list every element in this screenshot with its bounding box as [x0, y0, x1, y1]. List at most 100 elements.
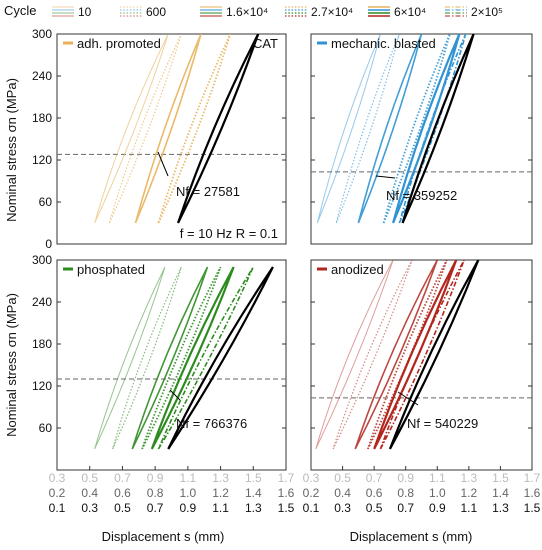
x-tick-label: 0.1 [303, 501, 320, 515]
legend-label: 1.6×10⁴ [226, 5, 268, 19]
hysteresis-loop [94, 34, 169, 224]
x-tick-label: 1.3 [212, 471, 229, 485]
hysteresis-loop [131, 266, 209, 450]
hysteresis-loop [94, 266, 166, 450]
hysteresis-loop [357, 34, 423, 224]
plot-frame [310, 259, 533, 471]
y-tick-label: 60 [39, 421, 53, 435]
x-tick-label: 1.3 [492, 501, 509, 515]
panel-title: anodized [331, 262, 384, 277]
nf-annotation: Nf = 27581 [176, 184, 240, 199]
legend-label: 6×10⁴ [394, 5, 426, 19]
panel: mechanic. blasted Nf = 359252 [310, 33, 533, 245]
x-tick-label: 1.5 [524, 501, 541, 515]
x-tick-label: 1.5 [278, 501, 295, 515]
x-tick-label: 1.2 [461, 486, 478, 500]
panel: anodized Nf = 540229 [310, 259, 533, 471]
y-tick-label: 120 [32, 153, 52, 167]
cat-label: CAT [253, 36, 278, 51]
hysteresis-loop [157, 266, 255, 450]
nf-leader [397, 391, 419, 406]
hysteresis-loop [150, 266, 235, 450]
x-tick-label: 0.1 [49, 501, 66, 515]
hysteresis-loop [134, 34, 202, 224]
plot-frame [56, 259, 287, 471]
test-params: f = 10 Hz R = 0.1 [180, 226, 278, 241]
hysteresis-loop [108, 34, 182, 224]
x-tick-label: 1.3 [461, 471, 478, 485]
x-tick-label: 1.1 [461, 501, 478, 515]
x-tick-label: 1.3 [245, 501, 262, 515]
panels: 0 60 120 180 240 300 adh. promoted Nf = 27581 me… [32, 27, 533, 471]
x-tick-label: 0.3 [334, 501, 351, 515]
hysteresis-loop [332, 260, 413, 450]
nf-leader [169, 389, 181, 401]
curves [315, 260, 480, 450]
y-tick-label: 240 [32, 295, 52, 309]
x-tick-label: 1.4 [245, 486, 262, 500]
x-axes: 0.3 0.5 0.7 0.9 1.1 1.3 1.5 1.70.2 0.4 0.6 0.8 1.0 1… [49, 466, 541, 515]
plot-frame [310, 33, 533, 245]
x-tick-label: 0.3 [49, 471, 66, 485]
legend-label: 10 [78, 5, 92, 19]
x-tick-label: 0.5 [366, 501, 383, 515]
x-tick-label: 1.5 [492, 471, 509, 485]
x-tick-label: 0.5 [334, 471, 351, 485]
y-axis-label-top: Nominal stress σn (MPa) [4, 78, 19, 222]
hysteresis-loop [315, 260, 394, 450]
x-tick-label: 1.1 [212, 501, 229, 515]
panel: 0 60 120 180 240 300 adh. promoted Nf = 27581 [32, 27, 287, 251]
y-tick-label: 180 [32, 111, 52, 125]
y-tick-label: 60 [39, 195, 53, 209]
hysteresis-loop [157, 34, 232, 224]
x-tick-label: 0.4 [81, 486, 98, 500]
hysteresis-loop [316, 34, 381, 224]
nf-annotation: Nf = 766376 [176, 416, 247, 431]
x-tick-label: 1.7 [278, 471, 295, 485]
hysteresis-loop [177, 34, 260, 224]
legend: Cycle 10 600 1.6×10⁴ 2.7×10⁴ 6×10⁴ 2×10⁵ [4, 3, 503, 19]
panel-title: phosphated [77, 262, 145, 277]
y-tick-label: 180 [32, 337, 52, 351]
x-tick-label: 0.4 [334, 486, 351, 500]
curves [316, 34, 475, 224]
x-tick-label: 0.2 [49, 486, 66, 500]
x-tick-label: 1.1 [429, 471, 446, 485]
nf-leader [375, 175, 396, 179]
legend-title: Cycle [4, 3, 37, 18]
y-tick-label: 300 [32, 253, 52, 267]
x-tick-label: 0.5 [114, 501, 131, 515]
x-tick-label: 1.0 [180, 486, 197, 500]
panel: 60 120 180 240 300 phosphated Nf = 766376 [32, 253, 287, 471]
x-tick-label: 0.3 [81, 501, 98, 515]
legend-label: 2×10⁵ [471, 5, 503, 19]
x-tick-label: 1.1 [180, 471, 197, 485]
x-tick-label: 1.6 [278, 486, 295, 500]
x-tick-label: 0.3 [303, 471, 320, 485]
curves [94, 34, 260, 224]
legend-label: 2.7×10⁴ [311, 5, 353, 19]
x-tick-label: 0.7 [147, 501, 164, 515]
y-tick-label: 0 [45, 237, 52, 251]
x-tick-label: 1.4 [492, 486, 509, 500]
hysteresis-loop [354, 260, 439, 450]
hysteresis-loop [398, 34, 467, 224]
panel-title: adh. promoted [77, 36, 161, 51]
nf-annotation: Nf = 359252 [386, 188, 457, 203]
y-tick-label: 300 [32, 27, 52, 41]
nf-annotation: Nf = 540229 [407, 416, 478, 431]
x-tick-label: 1.0 [429, 486, 446, 500]
x-tick-label: 0.6 [366, 486, 383, 500]
hysteresis-loop [401, 34, 475, 224]
curves [94, 266, 274, 450]
x-tick-label: 0.9 [397, 471, 414, 485]
nf-leader [157, 151, 169, 177]
x-tick-label: 0.2 [303, 486, 320, 500]
x-tick-label: 0.9 [180, 501, 197, 515]
x-tick-label: 0.6 [114, 486, 131, 500]
y-axis-label-bottom: Nominal stress σn (MPa) [4, 293, 19, 437]
x-tick-label: 0.7 [366, 471, 383, 485]
legend-label: 600 [146, 5, 166, 19]
hysteresis-loop [373, 260, 458, 450]
